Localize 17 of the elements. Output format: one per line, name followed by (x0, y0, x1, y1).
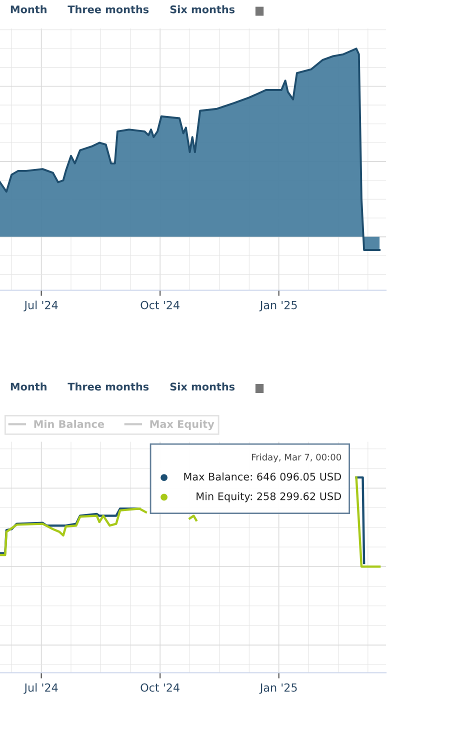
legend-label: Min Balance (34, 420, 104, 428)
text: Month (10, 5, 46, 14)
text: Three months (68, 382, 149, 391)
x-tick-label: Jul '24 (24, 300, 58, 312)
annotation: Min Equity: 258 299.62 USD (196, 492, 342, 502)
x-tick-label: Jan '25 (259, 300, 297, 312)
x-tick-label: Jul '24 (24, 683, 58, 694)
text: Month (10, 382, 46, 391)
x-tick-label: Oct '24 (140, 683, 180, 692)
annotation: Max Balance: 646 096.05 USD (184, 472, 341, 481)
text: Three months (68, 5, 149, 14)
legend-label: Max Equity (150, 420, 214, 430)
text: Six months (170, 382, 235, 391)
text: Six months (170, 5, 235, 14)
x-tick-label: Oct '24 (140, 300, 180, 310)
x-tick-label: Jan '25 (259, 683, 297, 694)
text: Friday, Mar 7, 00:00 (252, 454, 342, 462)
